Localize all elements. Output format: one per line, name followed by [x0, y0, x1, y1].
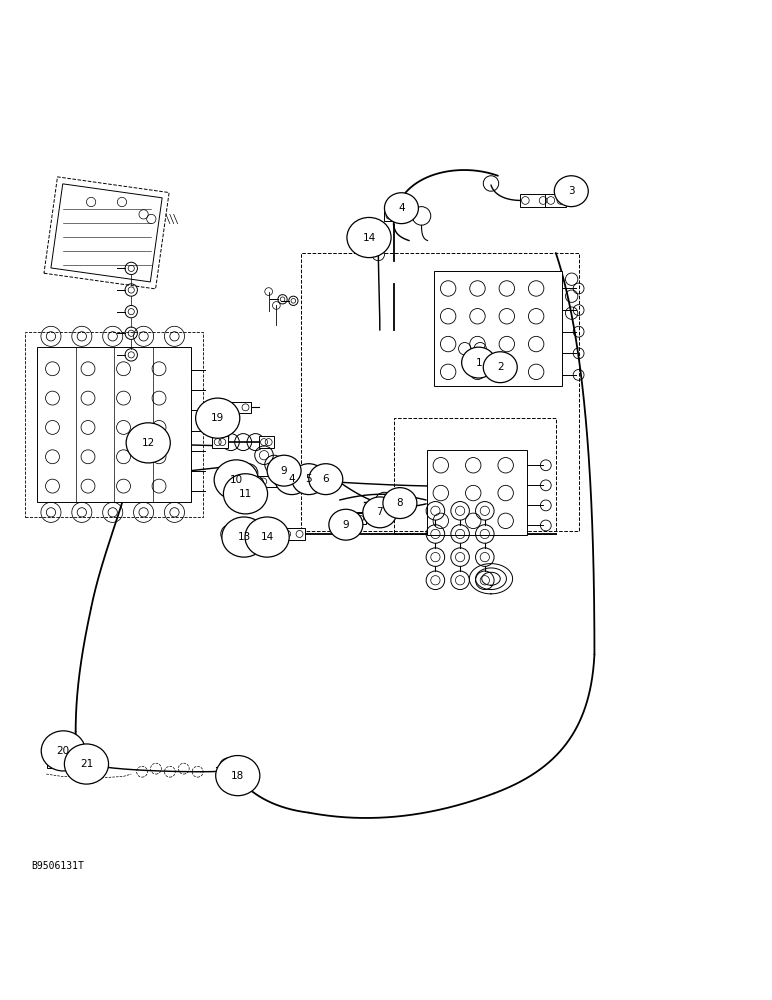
Ellipse shape [64, 744, 109, 784]
Bar [25, 332, 203, 517]
Ellipse shape [383, 488, 417, 519]
FancyBboxPatch shape [371, 234, 386, 244]
Text: 10: 10 [229, 475, 243, 485]
Ellipse shape [363, 497, 397, 528]
Bar [427, 450, 527, 535]
Ellipse shape [292, 464, 326, 495]
Text: 21: 21 [80, 759, 93, 769]
Text: 9: 9 [281, 466, 287, 476]
Ellipse shape [223, 474, 268, 514]
Ellipse shape [215, 756, 260, 796]
Text: B9506131T: B9506131T [31, 861, 83, 871]
FancyBboxPatch shape [384, 211, 401, 221]
Text: 18: 18 [231, 771, 245, 781]
FancyBboxPatch shape [282, 528, 305, 540]
Text: 14: 14 [260, 532, 274, 542]
Ellipse shape [41, 731, 86, 771]
Text: 6: 6 [323, 474, 329, 484]
Ellipse shape [126, 423, 171, 463]
FancyBboxPatch shape [545, 194, 566, 207]
Bar [51, 184, 162, 282]
Text: 1: 1 [476, 358, 482, 368]
Bar [301, 253, 579, 531]
Ellipse shape [195, 398, 240, 438]
Text: 19: 19 [211, 413, 225, 423]
Ellipse shape [245, 517, 290, 557]
Ellipse shape [222, 517, 266, 557]
Text: 4: 4 [398, 203, 405, 213]
Bar [44, 177, 169, 289]
Ellipse shape [267, 455, 301, 486]
FancyBboxPatch shape [212, 436, 228, 448]
Text: 4: 4 [289, 474, 295, 484]
Ellipse shape [347, 217, 391, 258]
Ellipse shape [275, 464, 309, 495]
Bar [37, 347, 191, 502]
Ellipse shape [462, 347, 496, 378]
Text: 12: 12 [141, 438, 155, 448]
Text: 9: 9 [343, 520, 349, 530]
Text: 7: 7 [377, 507, 383, 517]
Text: 3: 3 [568, 186, 574, 196]
Text: 5: 5 [306, 474, 312, 484]
FancyBboxPatch shape [347, 513, 366, 524]
Bar [434, 271, 562, 386]
Text: 20: 20 [56, 746, 70, 756]
Ellipse shape [309, 464, 343, 495]
FancyBboxPatch shape [290, 476, 313, 487]
Ellipse shape [384, 193, 418, 224]
Ellipse shape [483, 352, 517, 383]
Text: 11: 11 [239, 489, 252, 499]
Ellipse shape [554, 176, 588, 207]
Text: 13: 13 [237, 532, 251, 542]
Text: 8: 8 [397, 498, 403, 508]
Text: 14: 14 [362, 233, 376, 243]
FancyBboxPatch shape [225, 402, 251, 413]
Text: 2: 2 [497, 362, 503, 372]
FancyBboxPatch shape [259, 436, 274, 448]
FancyBboxPatch shape [46, 757, 67, 768]
Ellipse shape [329, 509, 363, 540]
FancyBboxPatch shape [258, 476, 283, 487]
Bar [394, 418, 556, 534]
FancyBboxPatch shape [520, 194, 548, 207]
Ellipse shape [214, 460, 259, 500]
